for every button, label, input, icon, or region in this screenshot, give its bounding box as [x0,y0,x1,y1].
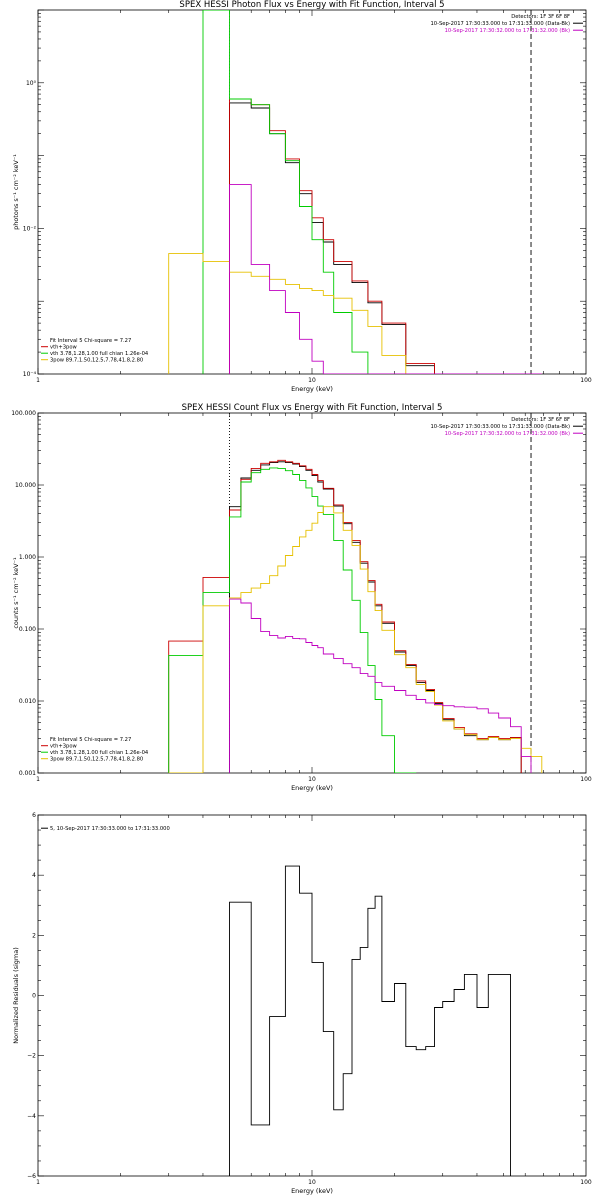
photon-flux-series-group [168,10,542,374]
count-flux-series-vth-3pow [168,459,522,773]
count-flux-legend-entry: vth+3pow [50,744,78,750]
photon-flux-y-tick-label: 10⁰ [26,80,37,87]
residuals-y-axis-label: Normalized Residuals (sigma) [12,947,20,1044]
count-flux-info-line: 10-Sep-2017 17:30:33.000 to 17:31:33.000… [430,424,570,430]
photon-flux-series-bk [229,184,542,374]
photon-flux-x-tick-label: 100 [580,377,592,384]
photon-flux-series-vth [202,10,435,374]
count-flux-axes-frame [37,412,587,774]
residuals-x-tick-label: 100 [580,1179,592,1186]
photon-flux-info-line: 10-Sep-2017 17:30:32.000 to 17:31:32.000… [445,28,570,34]
residuals-y-tick-label: 6 [32,812,36,819]
count-flux-y-tick-label: 0.100 [19,626,36,633]
photon-flux-series-vth-3pow [229,98,542,374]
residuals-y-tick-label: −2 [27,1053,36,1060]
photon-flux-y-axis-label: photons s⁻¹ cm⁻² keV⁻¹ [12,154,20,230]
photon-flux-legend-entry: 3pow 89.7,1.50,12.5,7.78,41.8,2.80 [50,358,143,364]
photon-flux-series-data-bk [229,102,542,374]
photon-flux-chart: SPEX HESSI Photon Flux vs Energy with Fi… [12,0,592,393]
residuals-series-group [229,865,511,1176]
count-flux-x-tick-label: 100 [580,776,592,783]
count-flux-series-vth [168,467,417,773]
residuals-y-tick-label: −4 [27,1113,36,1120]
count-flux-title: SPEX HESSI Count Flux vs Energy with Fit… [182,403,443,413]
count-flux-y-tick-label: 0.001 [19,770,36,777]
residuals-y-tick-label: −6 [27,1173,36,1180]
residuals-y-tick-label: 0 [32,993,36,1000]
count-flux-series-group [168,459,543,773]
photon-flux-y-tick-label: 10⁻⁴ [23,371,37,378]
photon-flux-x-axis-label: Energy (keV) [291,385,333,393]
residuals-x-tick-label: 10 [308,1179,316,1186]
count-flux-legend-entry: Fit Interval 5 Chi-square = 7.27 [50,737,131,743]
count-flux-legend-entry: 3pow 89.7,1.50,12.5,7.78,41.8,2.80 [50,757,143,763]
count-flux-legend-entry: vth 3.78,1.28,1.00 full chian 1.26e-04 [50,750,149,756]
count-flux-y-tick-label: 100.000 [11,410,36,417]
photon-flux-x-tick-label: 1 [36,377,40,384]
photon-flux-title: SPEX HESSI Photon Flux vs Energy with Fi… [179,0,444,10]
count-flux-info-line: 10-Sep-2017 17:30:32.000 to 17:31:32.000… [445,431,570,437]
residuals-y-tick-label: 4 [32,872,36,879]
count-flux-info-line: Detectors: 1F 3F 6F 8F [511,417,570,423]
count-flux-series-3pow [168,506,543,773]
count-flux-y-axis-label: counts s⁻¹ cm⁻² keV⁻¹ [12,557,20,629]
photon-flux-legend-entry: vth+3pow [50,345,78,351]
photon-flux-x-tick-label: 10 [308,377,316,384]
photon-flux-info-line: Detectors: 1F 3F 6F 8F [511,14,570,20]
count-flux-series-bk [229,598,532,773]
count-flux-x-tick-label: 1 [36,776,40,783]
count-flux-x-axis-label: Energy (keV) [291,784,333,792]
photon-flux-series-3pow [168,253,542,374]
residuals-x-tick-label: 1 [36,1179,40,1186]
count-flux-series-data-bk [229,461,522,773]
count-flux-y-tick-label: 0.010 [19,698,36,705]
residuals-legend-entry: 5, 10-Sep-2017 17:30:33.000 to 17:31:33.… [50,826,170,832]
count-flux-y-tick-label: 10.000 [15,482,36,489]
count-flux-x-tick-label: 10 [308,776,316,783]
photon-flux-y-tick-label: 10⁻² [23,225,37,232]
residuals-axes-frame [37,814,587,1177]
photon-flux-legend-entry: vth 3.78,1.28,1.00 full chian 1.26e-04 [50,351,149,357]
residuals-series-residuals [229,865,511,1176]
photon-flux-info-line: 10-Sep-2017 17:30:33.000 to 17:31:33.000… [430,21,570,27]
count-flux-chart: SPEX HESSI Count Flux vs Energy with Fit… [11,403,592,792]
count-flux-y-tick-label: 1.000 [19,554,36,561]
residuals-y-tick-label: 2 [32,932,36,939]
residuals-x-axis-label: Energy (keV) [291,1187,333,1195]
photon-flux-legend-entry: Fit Interval 5 Chi-square = 7.27 [50,338,131,344]
residuals-chart: Energy (keV) Normalized Residuals (sigma)… [12,812,592,1195]
